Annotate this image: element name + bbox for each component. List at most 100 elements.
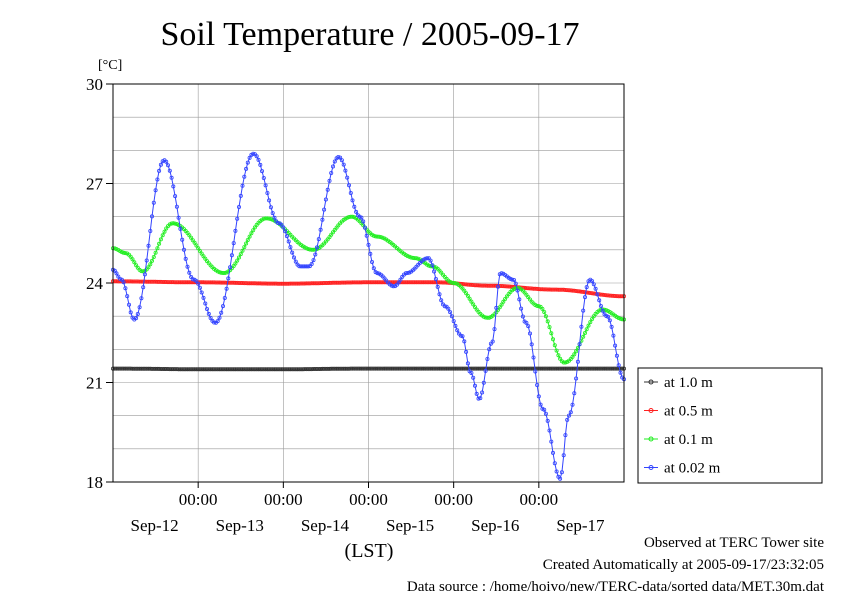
data-point — [485, 315, 490, 320]
data-point — [247, 155, 252, 160]
data-point — [533, 369, 538, 374]
data-point — [127, 302, 132, 307]
data-point — [354, 209, 359, 214]
data-point — [297, 264, 302, 269]
data-point — [471, 375, 476, 380]
data-point — [545, 418, 550, 423]
data-point — [613, 343, 618, 348]
data-point — [123, 251, 128, 256]
data-point — [158, 366, 163, 371]
series-group — [111, 151, 627, 481]
data-point — [167, 168, 172, 173]
data-point — [361, 219, 366, 224]
data-point — [543, 287, 548, 292]
data-point — [151, 279, 156, 284]
data-point — [579, 289, 584, 294]
data-point — [142, 366, 147, 371]
data-point — [487, 347, 492, 352]
data-point — [121, 250, 126, 255]
data-point — [128, 366, 133, 371]
data-point — [483, 283, 488, 288]
data-point — [236, 204, 241, 209]
data-point — [472, 383, 477, 388]
data-point — [199, 290, 204, 295]
data-point — [561, 453, 566, 458]
data-point — [593, 286, 598, 291]
data-point — [197, 367, 202, 372]
data-point — [563, 360, 568, 365]
data-point — [575, 359, 580, 364]
data-point — [128, 279, 133, 284]
data-point — [295, 281, 300, 286]
legend: at 1.0 m at 0.5 m at 0.1 m at 0.02 m — [637, 367, 823, 484]
data-point — [148, 228, 153, 233]
series-line — [112, 153, 625, 480]
data-point — [616, 363, 621, 368]
data-point — [270, 211, 275, 216]
data-point — [476, 283, 481, 288]
data-point — [164, 159, 169, 164]
data-point — [330, 280, 335, 285]
data-point — [508, 276, 513, 281]
data-point — [268, 217, 273, 222]
data-point — [558, 476, 563, 481]
data-point — [336, 366, 341, 371]
data-point — [173, 221, 178, 226]
data-point — [171, 221, 176, 226]
data-point — [235, 216, 240, 221]
data-point — [368, 251, 373, 256]
data-point — [212, 320, 217, 325]
data-point — [554, 348, 559, 353]
data-point — [352, 204, 357, 209]
data-point — [377, 234, 382, 239]
data-point — [252, 225, 257, 230]
data-point — [137, 305, 142, 310]
data-point — [176, 280, 181, 285]
data-point — [274, 281, 279, 286]
data-point — [467, 282, 472, 287]
data-point — [213, 367, 218, 372]
data-point — [528, 331, 533, 336]
data-point — [613, 293, 618, 298]
data-point — [465, 293, 470, 298]
data-point — [194, 279, 199, 284]
data-point — [606, 314, 611, 319]
data-point — [439, 298, 444, 303]
data-point — [267, 216, 272, 221]
data-point — [190, 277, 195, 282]
x-axis-label: (LST) — [345, 540, 394, 562]
data-point — [501, 299, 506, 304]
data-point — [565, 288, 570, 293]
data-point — [180, 237, 185, 242]
data-point — [375, 271, 380, 276]
data-point — [552, 461, 557, 466]
data-point — [567, 413, 572, 418]
data-point — [581, 334, 586, 339]
data-point — [460, 334, 465, 339]
data-point — [281, 225, 286, 230]
data-point — [306, 246, 311, 251]
data-point — [586, 290, 591, 295]
data-point — [543, 411, 548, 416]
data-point — [313, 252, 318, 257]
data-point — [520, 314, 525, 319]
data-point — [524, 286, 529, 291]
data-point — [307, 281, 312, 286]
data-point — [199, 367, 204, 372]
data-point — [338, 280, 343, 285]
data-point — [348, 190, 353, 195]
y-tick-label: 21 — [86, 374, 103, 393]
data-point — [595, 292, 600, 297]
data-point — [284, 234, 289, 239]
data-point — [405, 270, 410, 275]
data-point — [439, 280, 444, 285]
data-point — [199, 280, 204, 285]
data-point — [149, 258, 154, 263]
legend-label: at 0.5 m — [664, 404, 713, 420]
data-point — [464, 291, 469, 296]
data-point — [114, 279, 119, 284]
data-point — [213, 280, 218, 285]
y-axis-unit: [°C] — [98, 58, 122, 73]
data-point — [490, 283, 495, 288]
